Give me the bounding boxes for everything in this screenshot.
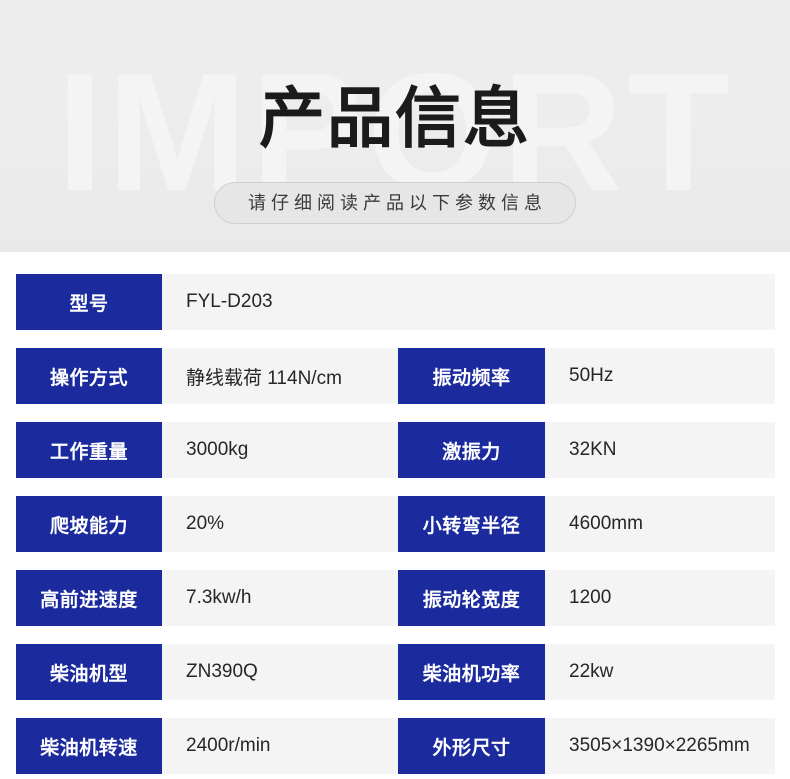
spec-label: 振动频率 [398,348,545,404]
spec-label: 爬坡能力 [16,496,162,552]
subtitle-text: 请仔细阅读产品以下参数信息 [248,193,547,213]
spec-label: 柴油机转速 [16,718,162,774]
spec-label: 柴油机功率 [398,644,545,700]
spec-value: ZN390Q [162,644,398,700]
spec-table: 型号 FYL-D203 操作方式 静线载荷 114N/cm 振动频率 50Hz 工作重量 30… [0,252,790,779]
spec-label: 高前进速度 [16,570,162,626]
spec-value: 50Hz [545,348,775,404]
spec-value: 3000kg [162,422,398,478]
spec-label: 振动轮宽度 [398,570,545,626]
spec-row: 高前进速度 7.3kw/h 振动轮宽度 1200 [0,570,790,626]
page-header: IMPORT 产品信息 请仔细阅读产品以下参数信息 [0,0,790,252]
page-title: 产品信息 [259,81,531,155]
spec-row: 工作重量 3000kg 激振力 32KN [0,422,790,478]
spec-row: 柴油机型 ZN390Q 柴油机功率 22kw [0,644,790,700]
spec-value: 2400r/min [162,718,398,774]
spec-label: 柴油机型 [16,644,162,700]
subtitle-pill: 请仔细阅读产品以下参数信息 [214,182,576,224]
spec-row: 爬坡能力 20% 小转弯半径 4600mm [0,496,790,552]
spec-value: 静线载荷 114N/cm [162,348,398,404]
spec-label: 操作方式 [16,348,162,404]
spec-value: 3505×1390×2265mm [545,718,775,774]
spec-label: 工作重量 [16,422,162,478]
spec-label: 小转弯半径 [398,496,545,552]
spec-label: 激振力 [398,422,545,478]
spec-value: 32KN [545,422,775,478]
spec-value: 1200 [545,570,775,626]
spec-label: 外形尺寸 [398,718,545,774]
spec-row: 型号 FYL-D203 [0,274,790,330]
spec-row: 柴油机转速 2400r/min 外形尺寸 3505×1390×2265mm [0,718,790,774]
spec-value: FYL-D203 [162,274,775,330]
spec-value: 4600mm [545,496,775,552]
spec-value: 20% [162,496,398,552]
spec-label: 型号 [16,274,162,330]
spec-value: 7.3kw/h [162,570,398,626]
spec-row: 操作方式 静线载荷 114N/cm 振动频率 50Hz [0,348,790,404]
spec-value: 22kw [545,644,775,700]
